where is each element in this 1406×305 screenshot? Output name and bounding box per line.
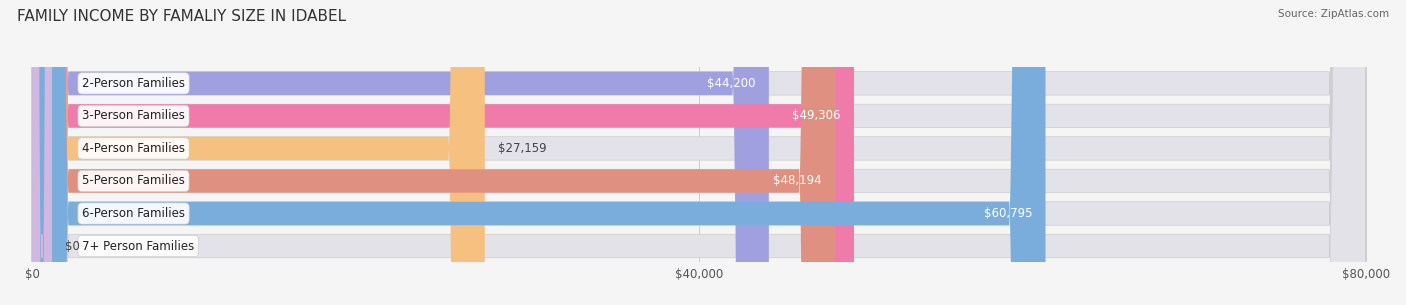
Text: $0: $0 [65, 239, 80, 253]
FancyBboxPatch shape [32, 0, 485, 305]
Text: 2-Person Families: 2-Person Families [82, 77, 186, 90]
FancyBboxPatch shape [32, 0, 835, 305]
FancyBboxPatch shape [32, 0, 52, 305]
Text: 6-Person Families: 6-Person Families [82, 207, 186, 220]
Text: 3-Person Families: 3-Person Families [82, 109, 186, 122]
FancyBboxPatch shape [32, 0, 1365, 305]
FancyBboxPatch shape [32, 0, 853, 305]
FancyBboxPatch shape [32, 0, 1046, 305]
Text: Source: ZipAtlas.com: Source: ZipAtlas.com [1278, 9, 1389, 19]
FancyBboxPatch shape [32, 0, 769, 305]
Text: $48,194: $48,194 [773, 174, 823, 188]
FancyBboxPatch shape [32, 0, 1365, 305]
Text: 7+ Person Families: 7+ Person Families [82, 239, 194, 253]
Text: $44,200: $44,200 [707, 77, 755, 90]
Text: 4-Person Families: 4-Person Families [82, 142, 186, 155]
Text: $27,159: $27,159 [498, 142, 547, 155]
Text: FAMILY INCOME BY FAMALIY SIZE IN IDABEL: FAMILY INCOME BY FAMALIY SIZE IN IDABEL [17, 9, 346, 24]
Text: 5-Person Families: 5-Person Families [82, 174, 186, 188]
FancyBboxPatch shape [32, 0, 1365, 305]
FancyBboxPatch shape [32, 0, 1365, 305]
Text: $60,795: $60,795 [984, 207, 1032, 220]
Text: $49,306: $49,306 [792, 109, 841, 122]
FancyBboxPatch shape [32, 0, 1365, 305]
FancyBboxPatch shape [32, 0, 1365, 305]
